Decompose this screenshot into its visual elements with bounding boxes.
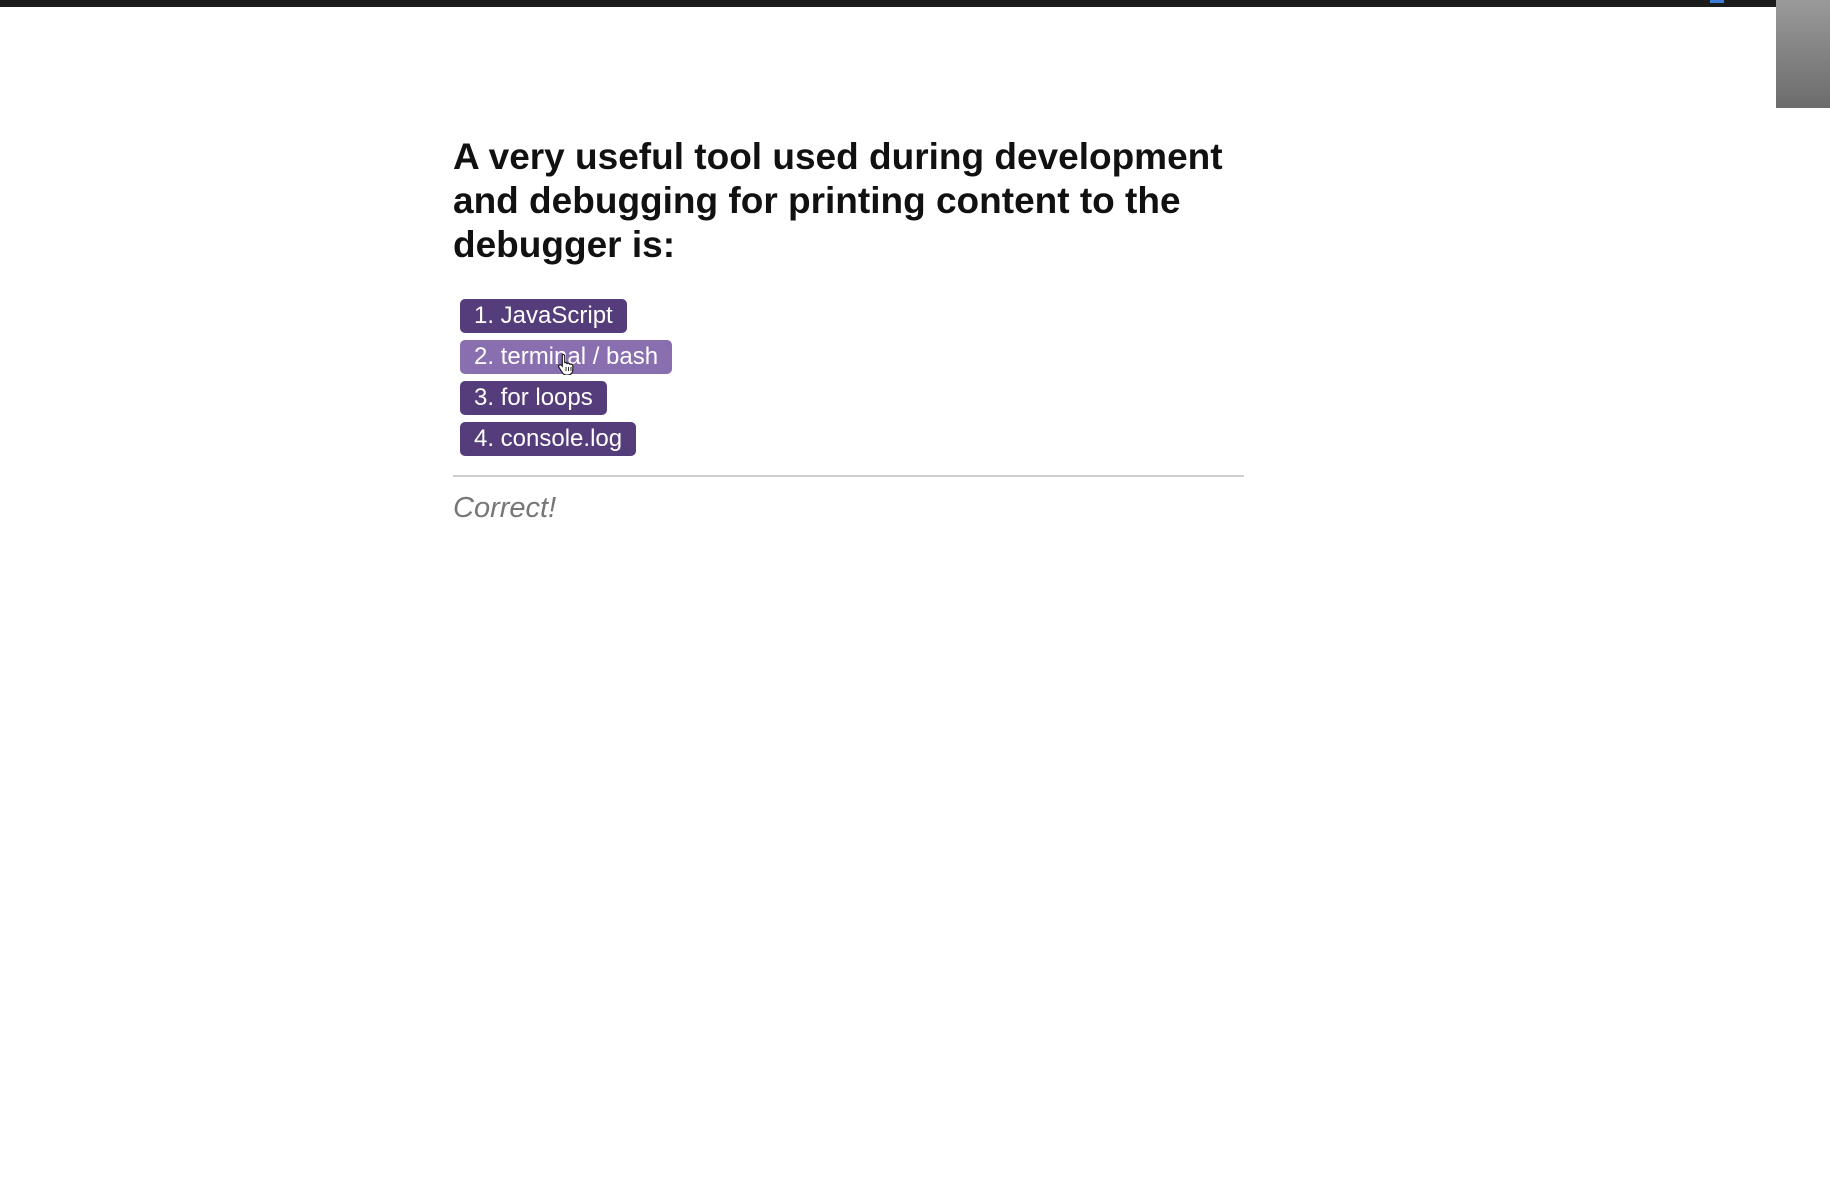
answer-choice-2[interactable]: 2. terminal / bash <box>460 340 673 374</box>
quiz-container: A very useful tool used during developme… <box>453 135 1244 525</box>
answer-choice-4[interactable]: 4. console.log <box>460 422 637 456</box>
answer-choice-3[interactable]: 3. for loops <box>460 381 607 415</box>
divider <box>453 475 1244 477</box>
top-bar <box>0 0 1776 7</box>
answer-choice-1[interactable]: 1. JavaScript <box>460 299 627 333</box>
top-bar-indicator <box>1710 0 1724 3</box>
answer-choices: 1. JavaScript 2. terminal / bash 3. for … <box>460 299 1244 456</box>
result-message: Correct! <box>453 492 557 524</box>
corner-panel <box>1776 0 1830 108</box>
question-text: A very useful tool used during developme… <box>453 136 1223 265</box>
